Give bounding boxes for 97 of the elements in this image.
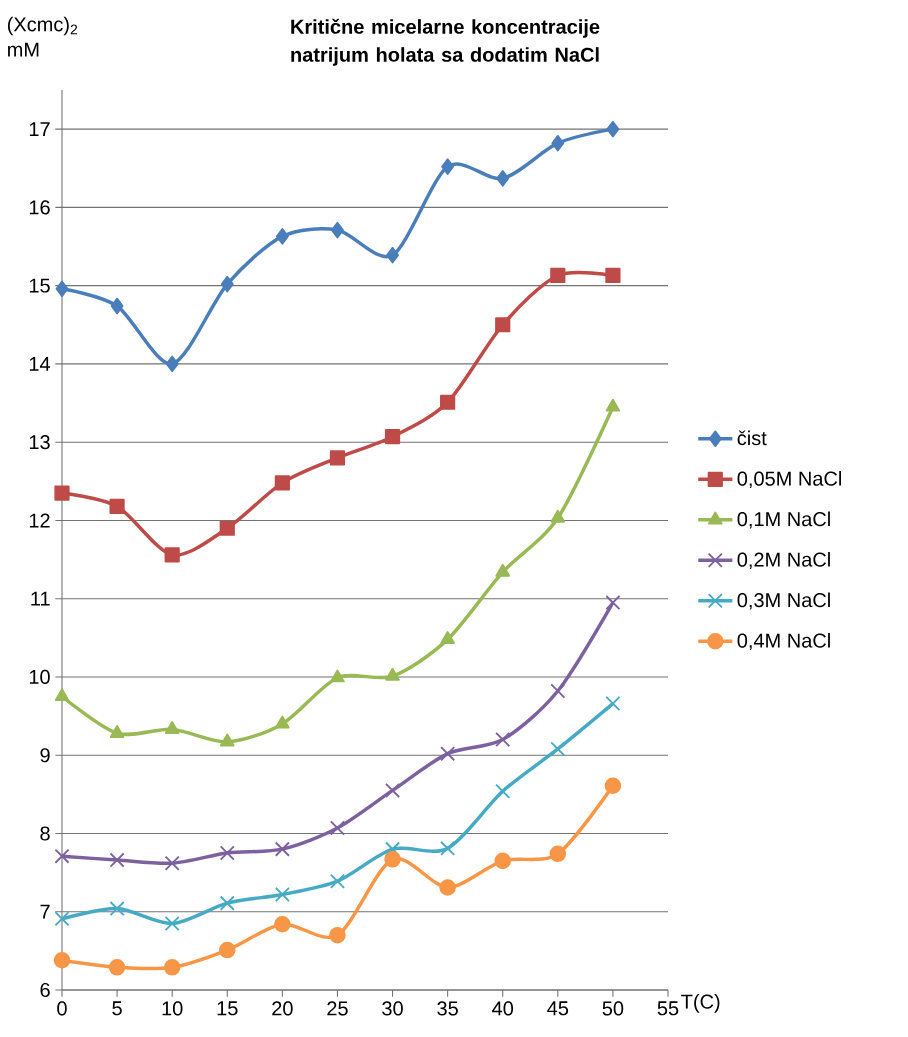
point	[549, 845, 567, 863]
point	[219, 520, 235, 536]
point	[495, 563, 511, 577]
point	[219, 733, 235, 747]
x-tick-label: 10	[162, 1001, 183, 1016]
point	[163, 959, 181, 976]
y-tick-label: 8	[40, 826, 50, 841]
point	[385, 782, 401, 798]
y-tick-label: 10	[29, 669, 50, 685]
point	[331, 221, 344, 239]
point	[164, 915, 180, 932]
point	[330, 669, 345, 683]
point	[54, 848, 70, 864]
point	[550, 267, 566, 284]
text: (Xcmc)$_{2}$ mM	[7, 16, 78, 57]
legend-label: čist	[737, 430, 767, 446]
point	[54, 911, 70, 927]
point	[605, 398, 621, 412]
y-tick-label: 11	[31, 591, 50, 606]
point	[385, 667, 400, 681]
point	[109, 498, 125, 514]
x-tick-label: 5	[112, 1001, 122, 1016]
point	[219, 895, 235, 911]
point	[550, 741, 566, 757]
point	[164, 547, 180, 563]
y-tick-label: 13	[29, 435, 50, 450]
point	[605, 595, 621, 611]
x-tick-label: 35	[437, 1001, 458, 1016]
y-tick-label: 12	[29, 513, 50, 528]
legend-label: 0,1M NaCl	[737, 511, 830, 529]
chart-title: Kritične micelarne koncentracije natrijum holata sa dodatim NaCl	[291, 18, 600, 66]
legend-label: 0,3M NaCl	[737, 592, 830, 610]
point	[386, 246, 399, 264]
point	[384, 429, 401, 445]
point	[550, 683, 566, 699]
point	[329, 450, 346, 466]
x-tick-label: 40	[492, 1001, 514, 1016]
x-tick-label: 30	[382, 1001, 403, 1016]
point	[604, 777, 622, 794]
point	[494, 852, 511, 870]
point	[220, 275, 234, 293]
y-tick-label: 15	[29, 278, 50, 293]
point	[440, 840, 456, 856]
point	[495, 732, 511, 748]
y-tick-label: 7	[40, 904, 50, 919]
point	[274, 886, 290, 903]
y-tick-label: 9	[40, 748, 50, 763]
point	[54, 688, 70, 702]
point	[440, 394, 456, 410]
x-tick-label: 45	[547, 1001, 569, 1016]
point	[440, 631, 455, 644]
point	[606, 120, 620, 138]
x-tick-label: 20	[272, 1001, 293, 1016]
point	[109, 725, 125, 738]
x-axis-title: T(C)	[681, 994, 720, 1013]
point	[274, 915, 291, 933]
point	[109, 901, 125, 917]
x-tick-label: 25	[327, 1001, 348, 1016]
y-tick-label: 17	[29, 122, 50, 136]
point	[275, 228, 289, 245]
point	[165, 355, 179, 373]
x-tick-label: 0	[57, 1001, 67, 1016]
point	[329, 926, 346, 944]
point	[496, 170, 510, 187]
x-tick-label: 50	[602, 1001, 624, 1016]
point	[108, 959, 126, 976]
point	[274, 475, 290, 491]
legend-label: 0,2M NaCl	[737, 552, 830, 570]
point	[551, 134, 565, 152]
point	[219, 845, 235, 861]
point	[329, 873, 345, 889]
point	[605, 267, 621, 284]
point	[275, 715, 290, 729]
point	[219, 941, 236, 959]
point	[164, 721, 180, 734]
point	[54, 485, 70, 501]
y-tick-label: 6	[40, 982, 50, 998]
y-tick-label: 16	[29, 200, 50, 215]
point	[384, 851, 401, 868]
y-tick-label: 14	[29, 357, 51, 371]
point	[441, 158, 455, 175]
point	[495, 317, 511, 333]
point	[329, 820, 345, 836]
point	[274, 841, 290, 857]
point	[110, 297, 124, 315]
x-tick-label: 55	[657, 1001, 679, 1016]
point	[605, 696, 621, 712]
legend-label: 0,05M NaCl	[737, 471, 841, 489]
point	[439, 879, 456, 896]
point	[55, 280, 69, 298]
point	[53, 951, 71, 969]
point	[550, 509, 566, 523]
point	[164, 855, 180, 871]
x-tick-label: 15	[217, 1001, 238, 1016]
point	[109, 852, 125, 868]
point	[440, 746, 456, 762]
legend-label: 0,4M NaCl	[737, 633, 830, 651]
